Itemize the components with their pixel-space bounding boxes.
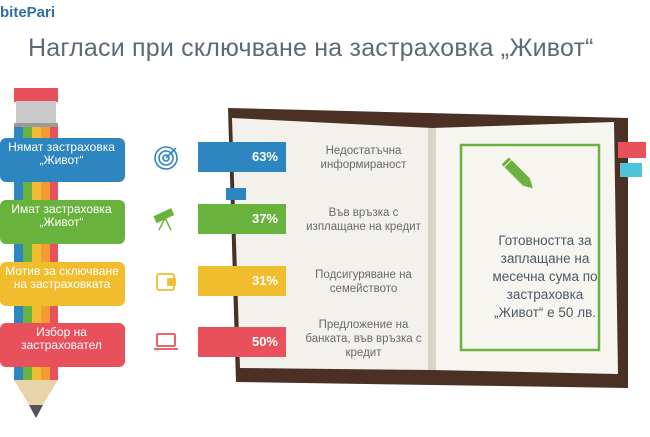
bar-2: [198, 266, 286, 296]
notebook-left-page: [232, 118, 432, 370]
category-label-2: Мотив за сключване на застраховката: [5, 264, 119, 291]
reason-3: Предложение на банката, във връзка с креди…: [305, 319, 422, 359]
telescope-icon: [153, 208, 175, 231]
reason-2: Подсигуряване на семейството: [315, 269, 412, 295]
reason-0: Недостатъчна информираност: [320, 145, 407, 171]
value-label-3: 50%: [251, 334, 278, 349]
category-label-3: Избор на застраховател: [21, 325, 102, 352]
value-label-2: 31%: [251, 273, 278, 288]
ribbon-3: [0, 323, 125, 367]
bookmark-red: [618, 142, 646, 158]
value-label-1: 37%: [251, 211, 278, 226]
bar-1: [198, 204, 286, 234]
value-label-0: 63%: [251, 149, 278, 164]
reason-1: Във връзка с изплащане на кредит: [306, 207, 421, 233]
notebook: [228, 108, 646, 388]
notebook-spine: [428, 128, 436, 370]
bar-3: [198, 327, 286, 357]
page-title: Нагласи при сключване на застраховка „Жи…: [28, 34, 594, 62]
bookmark-cyan: [620, 163, 642, 177]
notebook-right-page: [432, 122, 618, 374]
target-icon: [154, 146, 178, 170]
bars: [198, 142, 286, 357]
blue-tab: [226, 188, 246, 200]
ribbon-0: [0, 138, 125, 182]
category-label-0: Нямат застраховка „Живот“: [8, 140, 115, 167]
pencil-graphic: [14, 88, 58, 418]
category-label-1: Имат застраховка „Живот“: [11, 202, 112, 229]
note-text: Готовността за заплащане на месечна сума…: [492, 233, 598, 320]
ribbon-2: [0, 262, 125, 306]
laptop-icon: [154, 333, 178, 350]
pencil-icon: [501, 157, 533, 189]
ribbon-1: [0, 200, 125, 244]
note-frame: [459, 143, 601, 352]
ribbons: [0, 138, 125, 367]
bar-0: [198, 142, 286, 172]
brand-logo[interactable]: bitePari: [0, 4, 56, 21]
wallet-icon: [156, 273, 176, 291]
